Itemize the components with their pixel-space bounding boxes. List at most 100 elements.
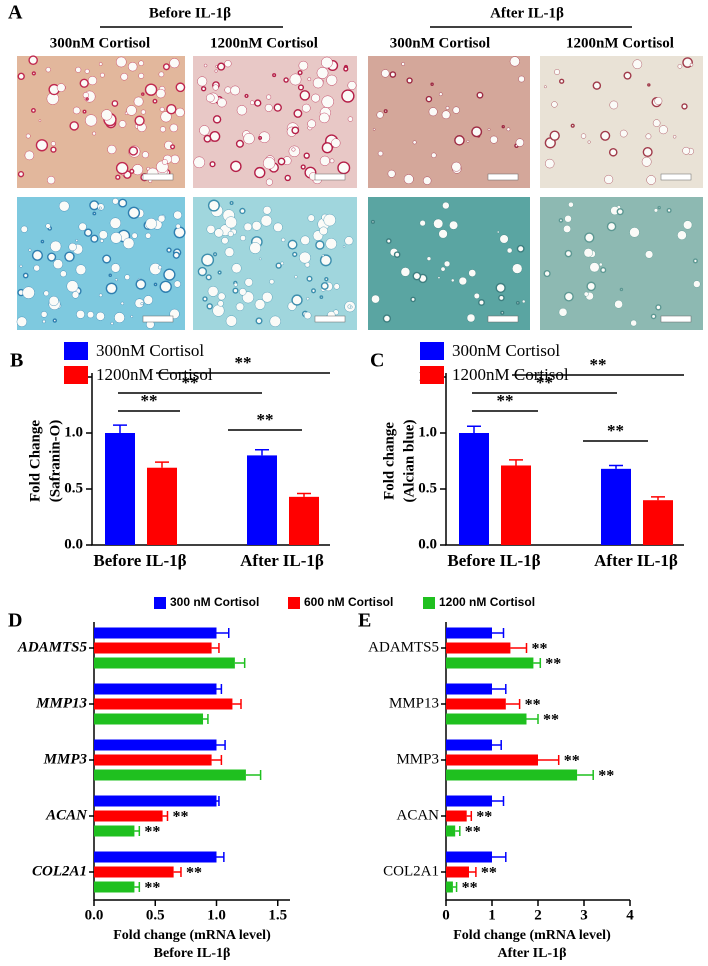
lacuna (35, 139, 49, 152)
lacuna (606, 221, 617, 232)
lacuna (123, 237, 135, 249)
lacuna (583, 291, 589, 297)
legend-label: 1200nM Cortisol (452, 365, 569, 384)
lacuna (320, 282, 329, 290)
lacuna (563, 225, 571, 233)
bar (446, 825, 456, 837)
lacuna (115, 161, 129, 175)
lacuna (232, 287, 239, 294)
lacuna (272, 73, 277, 78)
error-bar (505, 699, 521, 709)
y-tick-label: ADAMTS5 (17, 639, 88, 655)
lacuna (42, 319, 46, 324)
lacuna (206, 93, 215, 103)
significance-label: ** (497, 391, 514, 410)
error-bar (216, 684, 223, 694)
lacuna (225, 216, 238, 229)
legend-swatch (420, 366, 444, 384)
lacuna (500, 310, 505, 315)
group-title: Before IL-1β (149, 5, 231, 21)
lacuna (683, 220, 693, 230)
lacuna (203, 63, 208, 68)
lacuna (31, 71, 36, 76)
x-tick-label: 0 (442, 907, 450, 923)
lacuna (82, 109, 87, 114)
lacuna (111, 100, 119, 107)
lacuna (584, 232, 595, 243)
lacuna (489, 135, 498, 144)
bar (94, 627, 217, 639)
lacuna (641, 156, 652, 167)
lacuna (230, 85, 240, 96)
lacuna (476, 91, 484, 99)
lacuna (173, 280, 181, 288)
bar (446, 866, 469, 878)
bar (446, 810, 467, 822)
lacuna (288, 145, 300, 157)
lacuna (442, 201, 450, 210)
lacuna (449, 220, 458, 230)
lacuna (650, 313, 657, 320)
lacuna (120, 73, 128, 81)
lacuna (495, 282, 506, 294)
significance-label: ** (476, 809, 492, 826)
panel-label: E (358, 610, 371, 632)
lacuna (100, 72, 105, 78)
x-tick-label: 2 (534, 907, 542, 923)
lacuna (17, 171, 25, 178)
significance-label: ** (564, 753, 580, 770)
column-title: 300nM Cortisol (50, 35, 150, 51)
lacuna (385, 238, 392, 244)
lacuna (291, 294, 303, 306)
lacuna (647, 83, 651, 87)
lacuna (478, 299, 485, 306)
significance-label: ** (532, 641, 548, 658)
lacuna (306, 297, 310, 301)
bar (446, 739, 492, 751)
lacuna (438, 92, 443, 96)
lacuna (112, 198, 119, 205)
lacuna (451, 278, 455, 283)
error-bar (155, 461, 169, 468)
lacuna (45, 223, 51, 229)
lacuna (258, 257, 262, 261)
lacuna (347, 116, 353, 122)
lacuna (202, 296, 208, 302)
lacuna (31, 249, 43, 261)
y-tick-label: ACAN (396, 807, 439, 823)
bar (446, 683, 492, 695)
y-tick-label: 0.0 (418, 536, 437, 552)
lacuna (468, 269, 477, 277)
lacuna (614, 299, 623, 309)
lacuna (289, 73, 302, 86)
lacuna (387, 169, 396, 178)
lacuna (172, 251, 180, 259)
lacuna (131, 232, 138, 239)
x-tick-label: 1 (488, 907, 496, 923)
lacuna (22, 286, 35, 299)
lacuna (175, 223, 181, 229)
lacuna (258, 135, 263, 140)
lacuna (85, 97, 89, 101)
lacuna (321, 56, 333, 69)
lacuna (244, 278, 253, 287)
lacuna (544, 85, 547, 89)
lacuna (471, 126, 483, 138)
lacuna (518, 75, 525, 83)
lacuna (140, 302, 144, 306)
lacuna (199, 125, 210, 136)
lacuna (623, 71, 632, 80)
lacuna (217, 270, 222, 275)
lacuna (90, 234, 99, 243)
lacuna (105, 282, 118, 295)
lacuna (321, 95, 334, 108)
lacuna (277, 157, 286, 166)
lacuna (107, 144, 117, 155)
bar (643, 500, 673, 545)
legend-label: 300nM Cortisol (96, 341, 204, 360)
lacuna (325, 238, 337, 250)
lacuna (76, 310, 85, 319)
lacuna (321, 142, 333, 154)
bar (247, 455, 277, 545)
lacuna (300, 235, 310, 245)
